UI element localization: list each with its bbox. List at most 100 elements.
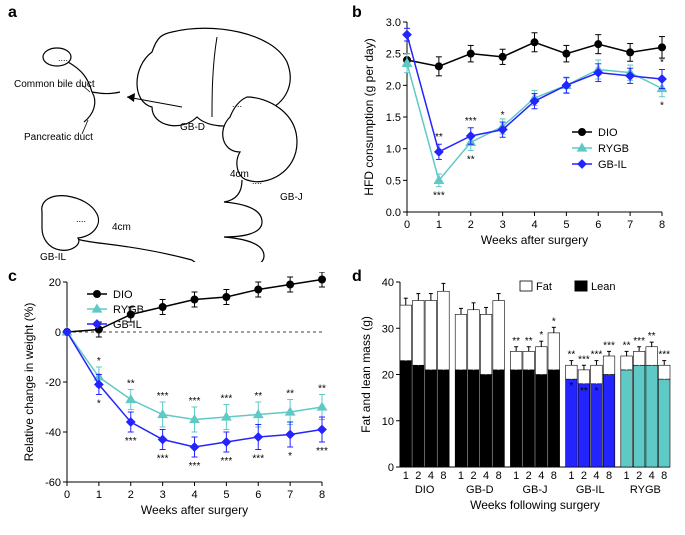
svg-text:Fat: Fat (536, 281, 552, 293)
svg-text:RYGB: RYGB (113, 304, 144, 316)
svg-text:4: 4 (649, 470, 655, 482)
svg-text:**: ** (525, 336, 533, 347)
svg-text:2: 2 (581, 470, 587, 482)
svg-text:20: 20 (49, 277, 61, 289)
svg-text:**: ** (567, 350, 575, 361)
svg-text:***: *** (316, 446, 328, 457)
svg-text:***: *** (658, 350, 670, 361)
svg-text:Pancreatic duct: Pancreatic duct (24, 132, 93, 143)
svg-text:*: * (97, 356, 101, 367)
svg-text:4: 4 (538, 470, 544, 482)
svg-text:4: 4 (531, 219, 537, 231)
svg-text:**: ** (512, 336, 520, 347)
svg-text:1: 1 (513, 470, 519, 482)
svg-text:5: 5 (563, 219, 569, 231)
svg-text:2: 2 (526, 470, 532, 482)
svg-text:***: *** (125, 436, 137, 447)
svg-text:RYGB: RYGB (630, 484, 661, 496)
svg-text:-40: -40 (45, 427, 61, 439)
svg-text:***: *** (221, 456, 233, 467)
svg-text:DIO: DIO (598, 127, 618, 139)
panel-a-diagram: ................Common bile ductPancreat… (12, 12, 342, 262)
svg-text:30: 30 (382, 323, 394, 335)
panel-d-chart: 010203040Fat and lean mass (g)1248DIO124… (352, 272, 682, 532)
svg-text:1.5: 1.5 (386, 112, 401, 124)
svg-text:RYGB: RYGB (598, 143, 629, 155)
svg-text:Weeks after surgery: Weeks after surgery (141, 503, 248, 517)
svg-text:GB-IL: GB-IL (598, 159, 627, 171)
svg-text:**: ** (254, 391, 262, 402)
svg-text:***: *** (633, 336, 645, 347)
svg-text:8: 8 (606, 470, 612, 482)
svg-text:5: 5 (223, 489, 229, 501)
svg-text:***: *** (221, 394, 233, 405)
svg-text:***: *** (157, 391, 169, 402)
svg-text:**: ** (435, 132, 443, 143)
svg-text:1: 1 (568, 470, 574, 482)
svg-text:**: ** (467, 155, 475, 166)
svg-text:....: .... (252, 176, 262, 186)
svg-text:4: 4 (593, 470, 599, 482)
svg-text:DIO: DIO (415, 484, 435, 496)
svg-text:6: 6 (595, 219, 601, 231)
svg-text:20: 20 (382, 370, 394, 382)
svg-text:2.5: 2.5 (386, 49, 401, 61)
svg-text:2: 2 (415, 470, 421, 482)
svg-text:*: * (660, 101, 664, 112)
svg-text:Weeks after surgery: Weeks after surgery (481, 233, 588, 247)
svg-text:**: ** (318, 384, 326, 395)
svg-text:**: ** (127, 379, 135, 390)
svg-text:HFD consumption (g per day): HFD consumption (g per day) (362, 38, 376, 195)
svg-text:6: 6 (255, 489, 261, 501)
svg-text:*: * (539, 330, 543, 341)
svg-text:2.0: 2.0 (386, 80, 401, 92)
svg-text:GB-D: GB-D (466, 484, 494, 496)
svg-text:*: * (552, 316, 556, 327)
svg-text:2: 2 (470, 470, 476, 482)
svg-text:40: 40 (382, 277, 394, 289)
svg-text:GB-IL: GB-IL (40, 252, 67, 262)
svg-text:GB-D: GB-D (180, 122, 205, 133)
svg-text:2: 2 (468, 219, 474, 231)
svg-text:**: ** (286, 389, 294, 400)
svg-text:***: *** (603, 340, 615, 351)
svg-text:***: *** (578, 354, 590, 365)
svg-text:Weeks following surgery: Weeks following surgery (470, 498, 600, 512)
svg-text:***: *** (465, 116, 477, 127)
svg-text:1: 1 (436, 219, 442, 231)
svg-text:Common bile duct: Common bile duct (14, 79, 95, 90)
svg-text:0: 0 (388, 462, 394, 474)
svg-text:**: ** (648, 331, 656, 342)
svg-text:0.5: 0.5 (386, 175, 401, 187)
svg-text:*: * (501, 110, 505, 121)
svg-text:3: 3 (160, 489, 166, 501)
svg-text:4: 4 (428, 470, 434, 482)
svg-text:4: 4 (483, 470, 489, 482)
svg-text:10: 10 (382, 416, 394, 428)
svg-text:**: ** (623, 340, 631, 351)
svg-text:3.0: 3.0 (386, 17, 401, 29)
svg-text:***: *** (433, 191, 445, 202)
svg-text:4: 4 (191, 489, 197, 501)
svg-text:*: * (660, 58, 664, 69)
svg-text:7: 7 (627, 219, 633, 231)
svg-text:***: *** (157, 454, 169, 465)
svg-text:8: 8 (319, 489, 325, 501)
svg-text:4cm: 4cm (230, 169, 249, 180)
svg-text:Lean: Lean (591, 281, 615, 293)
svg-text:1: 1 (624, 470, 630, 482)
svg-text:GB-IL: GB-IL (113, 319, 142, 331)
svg-text:0.0: 0.0 (386, 207, 401, 219)
svg-text:8: 8 (496, 470, 502, 482)
svg-text:***: *** (189, 396, 201, 407)
svg-text:1: 1 (458, 470, 464, 482)
svg-text:....: .... (58, 53, 68, 63)
svg-text:2: 2 (636, 470, 642, 482)
svg-text:GB-J: GB-J (522, 484, 547, 496)
svg-text:DIO: DIO (113, 289, 133, 301)
svg-text:1.0: 1.0 (386, 144, 401, 156)
panel-b-chart: 0.00.51.01.52.02.53.0012345678Weeks afte… (352, 12, 682, 262)
svg-text:8: 8 (661, 470, 667, 482)
svg-text:Relative change in weight (%): Relative change in weight (%) (22, 303, 36, 462)
svg-text:*: * (595, 386, 599, 397)
